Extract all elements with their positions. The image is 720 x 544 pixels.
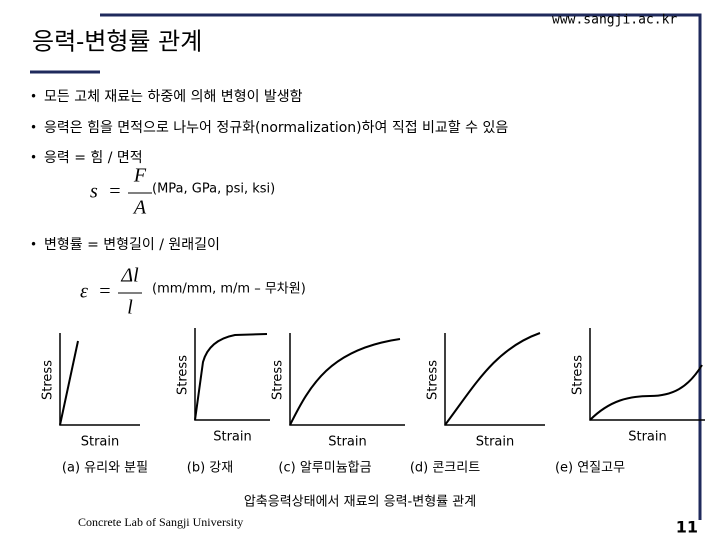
formula-units: (mm/mm, m/m – 무차원)	[152, 282, 306, 297]
bullet-mark: •	[30, 121, 37, 135]
footer-lab: Concrete Lab of Sangji University	[78, 515, 243, 529]
formula-denominator: l	[127, 297, 133, 319]
url: www.sangji.ac.kr	[552, 13, 677, 28]
panel-label: (d) 콘크리트	[410, 461, 480, 476]
y-axis-label: Stress	[176, 355, 191, 395]
title: 응력-변형률 관계	[32, 28, 202, 56]
y-axis-label: Stress	[571, 355, 586, 395]
formula-lhs: ε	[80, 281, 88, 303]
formula-equals: =	[98, 281, 112, 303]
x-axis-label: Strain	[81, 435, 120, 450]
bullet-text: 응력은 힘을 면적으로 나누어 정규화(normalization)하여 직접 …	[44, 120, 508, 136]
panel-label: (b) 강재	[187, 461, 233, 476]
bullet-text: 응력 = 힘 / 면적	[44, 150, 143, 166]
bullet-mark: •	[30, 238, 37, 252]
formula-units: (MPa, GPa, psi, ksi)	[152, 182, 275, 197]
frame	[100, 13, 702, 520]
caption: 압축응력상태에서 재료의 응력-변형률 관계	[244, 495, 476, 510]
axes	[59, 333, 140, 426]
axes	[444, 333, 545, 426]
formula-denominator: A	[132, 197, 147, 219]
bullet-text: 모든 고체 재료는 하중에 의해 변형이 발생함	[44, 89, 303, 105]
y-axis-label: Stress	[41, 360, 56, 400]
x-axis-label: Strain	[628, 430, 667, 445]
formula-numerator: Δl	[120, 265, 139, 287]
formula-lhs: s	[90, 181, 98, 203]
x-axis-label: Strain	[328, 435, 367, 450]
curve	[59, 340, 79, 426]
curve	[194, 333, 268, 421]
panel-label: (e) 연질고무	[555, 461, 625, 476]
curve	[444, 332, 541, 426]
x-axis-label: Strain	[213, 430, 252, 445]
bullet-text: 변형률 = 변형길이 / 원래길이	[44, 237, 220, 253]
panel-label: (c) 알루미늄합금	[278, 461, 371, 476]
axes	[194, 328, 270, 421]
bullet-mark: •	[30, 90, 37, 104]
curve	[289, 338, 401, 426]
y-axis-label: Stress	[426, 360, 441, 400]
panel-label: (a) 유리와 분필	[62, 461, 148, 476]
y-axis-label: Stress	[271, 360, 286, 400]
page-number: 11	[676, 518, 698, 537]
formula-equals: =	[108, 181, 122, 203]
axes	[289, 333, 405, 426]
curve	[589, 364, 703, 421]
x-axis-label: Strain	[476, 435, 515, 450]
bullet-mark: •	[30, 151, 37, 165]
formula-numerator: F	[133, 165, 147, 187]
